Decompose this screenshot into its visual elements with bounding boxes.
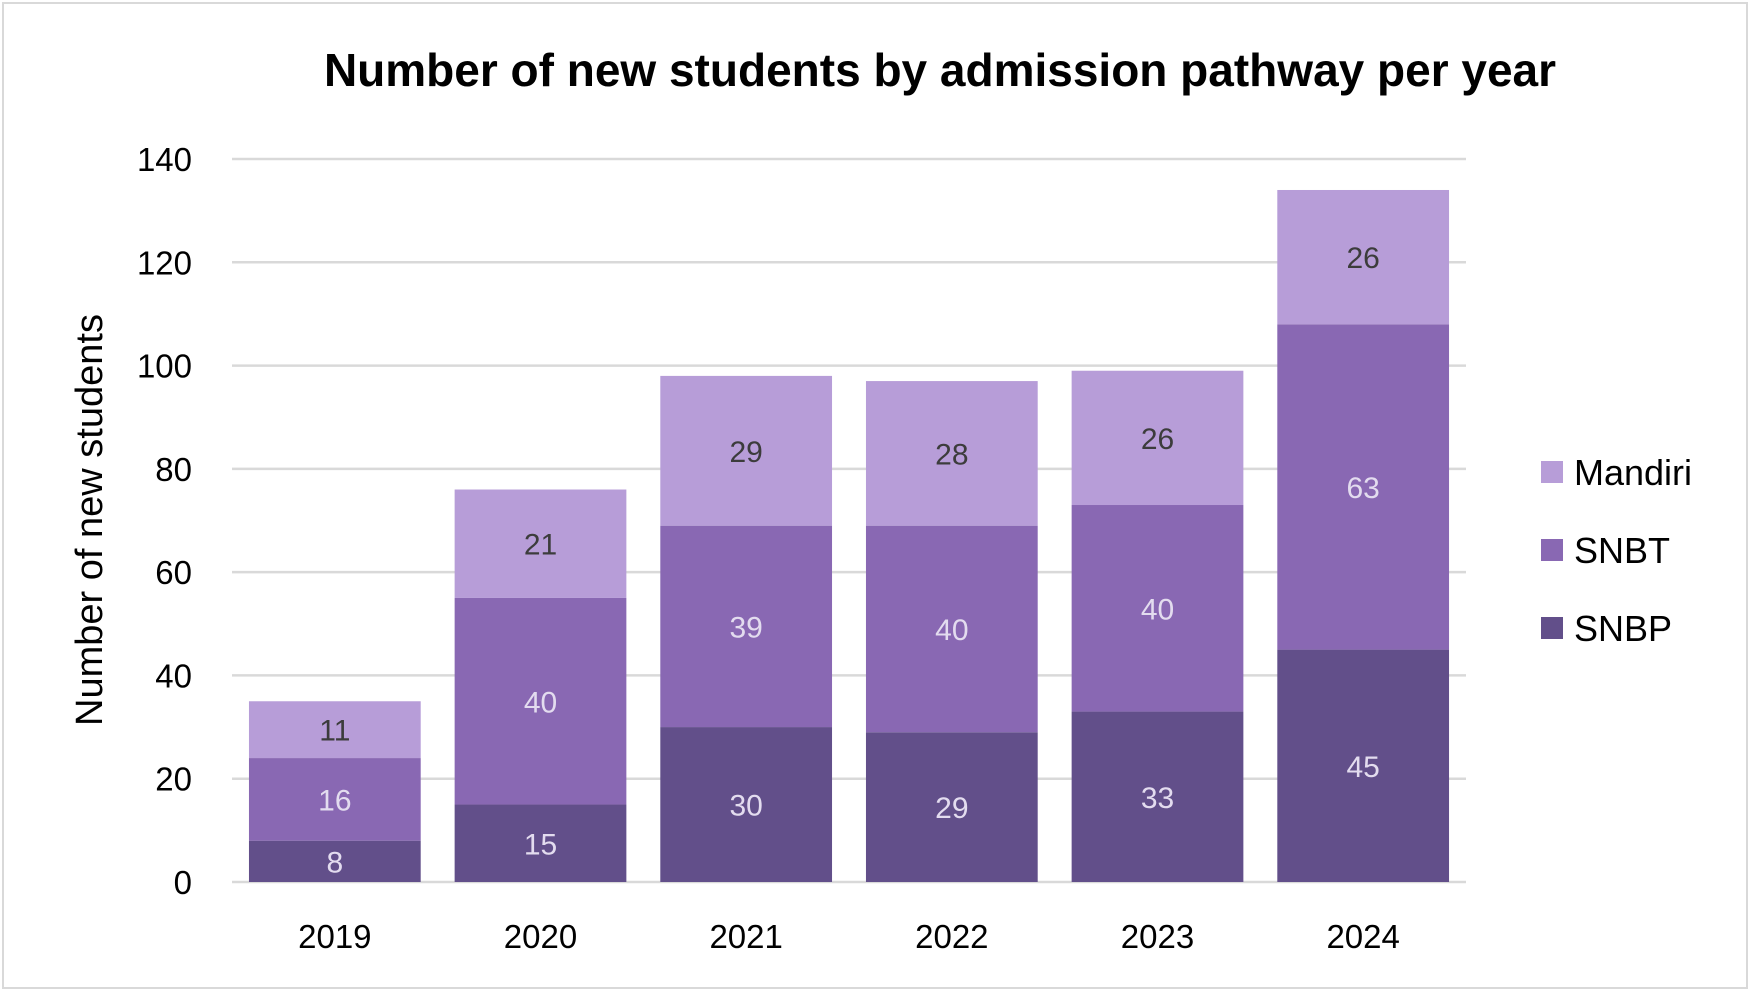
y-tick-label-80: 80 bbox=[155, 451, 192, 488]
y-tick-label-100: 100 bbox=[137, 348, 192, 385]
legend-label-mandiri: Mandiri bbox=[1574, 452, 1692, 493]
bar-snbt-2020 bbox=[454, 597, 627, 805]
bar-snbt-2019 bbox=[248, 758, 421, 841]
legend-swatch-snbt bbox=[1541, 539, 1563, 561]
legend-label-snbp: SNBP bbox=[1574, 608, 1672, 649]
data-label-snbp-2023: 33 bbox=[1141, 782, 1174, 815]
data-label-mandiri-2024: 26 bbox=[1346, 242, 1379, 275]
bar-mandiri-2023 bbox=[1071, 370, 1244, 506]
data-label-mandiri-2019: 11 bbox=[319, 715, 350, 748]
data-label-snbt-2020: 40 bbox=[524, 686, 557, 719]
legend: Mandiri SNBT SNBP bbox=[1541, 452, 1692, 649]
bar-snbt-2021 bbox=[660, 525, 833, 728]
x-tick-label-2024: 2024 bbox=[1326, 918, 1399, 955]
bars: 8 16 11 15 40 21 30 39 29 29 40 28 33 40 26 45 63 26 bbox=[248, 189, 1450, 882]
data-label-snbt-2023: 40 bbox=[1141, 593, 1174, 626]
y-tick-label-60: 60 bbox=[155, 554, 192, 591]
x-tick-label-2020: 2020 bbox=[504, 918, 577, 955]
bar-snbp-2023 bbox=[1071, 711, 1244, 882]
y-tick-label-140: 140 bbox=[137, 141, 192, 178]
y-tick-label-0: 0 bbox=[174, 864, 192, 901]
legend-label-snbt: SNBT bbox=[1574, 530, 1670, 571]
data-label-snbp-2019: 8 bbox=[326, 846, 343, 879]
gridlines bbox=[232, 157, 1466, 884]
data-label-snbt-2019: 16 bbox=[318, 784, 351, 817]
y-tick-label-120: 120 bbox=[137, 244, 192, 281]
bar-snbp-2020 bbox=[454, 804, 627, 882]
bar-snbt-2024 bbox=[1277, 324, 1450, 650]
bar-mandiri-2024 bbox=[1277, 189, 1450, 325]
data-label-mandiri-2021: 29 bbox=[729, 436, 762, 469]
data-label-mandiri-2022: 28 bbox=[935, 438, 968, 471]
bar-mandiri-2019 bbox=[248, 701, 421, 759]
y-axis-label: Number of new students bbox=[69, 314, 111, 726]
bar-mandiri-2021 bbox=[660, 375, 833, 526]
bar-mandiri-2022 bbox=[865, 381, 1038, 526]
data-label-snbp-2024: 45 bbox=[1346, 751, 1379, 784]
x-tick-label-2019: 2019 bbox=[298, 918, 371, 955]
bar-snbp-2022 bbox=[865, 732, 1038, 882]
x-tick-label-2021: 2021 bbox=[709, 918, 782, 955]
legend-swatch-mandiri bbox=[1541, 461, 1563, 483]
x-tick-label-2022: 2022 bbox=[915, 918, 988, 955]
data-label-snbp-2022: 29 bbox=[935, 792, 968, 825]
x-tick-label-2023: 2023 bbox=[1121, 918, 1194, 955]
data-label-snbp-2021: 30 bbox=[729, 790, 762, 823]
bar-snbt-2022 bbox=[865, 525, 1038, 733]
x-axis-ticks: 2019 2020 2021 2022 2023 2024 bbox=[298, 918, 1400, 955]
bar-snbt-2023 bbox=[1071, 505, 1244, 712]
data-label-snbt-2024: 63 bbox=[1346, 472, 1379, 505]
bar-snbp-2024 bbox=[1277, 649, 1450, 882]
y-tick-label-20: 20 bbox=[155, 761, 192, 798]
data-label-snbt-2021: 39 bbox=[729, 611, 762, 644]
chart-title: Number of new students by admission path… bbox=[324, 44, 1556, 96]
y-axis-ticks: 0 20 40 60 80 100 120 140 bbox=[137, 141, 192, 901]
y-tick-label-40: 40 bbox=[155, 657, 192, 694]
bar-mandiri-2020 bbox=[454, 489, 627, 598]
data-label-snbt-2022: 40 bbox=[935, 614, 968, 647]
legend-swatch-snbp bbox=[1541, 617, 1563, 639]
data-label-mandiri-2023: 26 bbox=[1141, 423, 1174, 456]
data-label-snbp-2020: 15 bbox=[524, 828, 557, 861]
bar-snbp-2019 bbox=[248, 840, 421, 882]
bar-snbp-2021 bbox=[660, 727, 833, 882]
data-label-mandiri-2020: 21 bbox=[524, 529, 557, 562]
